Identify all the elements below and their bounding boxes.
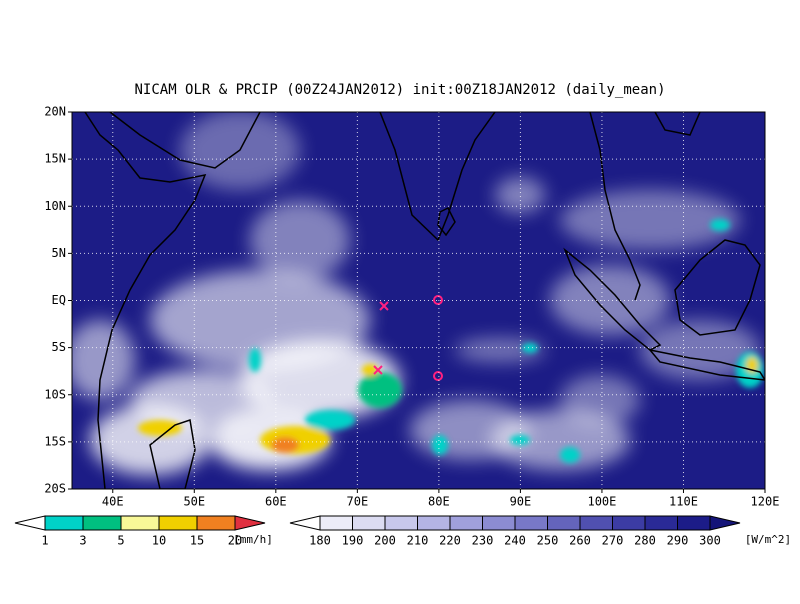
lat-label: 15S — [44, 434, 66, 448]
colorbar-box — [547, 515, 581, 531]
colorbar-box — [319, 515, 353, 531]
colorbar-box — [644, 515, 678, 531]
circle-marker — [433, 295, 443, 305]
colorbar-label: 200 — [374, 534, 396, 548]
colorbar-box — [120, 515, 160, 531]
lon-label: 40E — [102, 495, 124, 509]
colorbar-label: 3 — [79, 534, 86, 548]
lon-label: 100E — [587, 495, 616, 509]
lon-label: 120E — [751, 495, 780, 509]
precip-colorbar: 1 3 5 10 15 20[mm/h] — [14, 515, 273, 548]
lon-label: 80E — [428, 495, 450, 509]
lon-label: 110E — [669, 495, 698, 509]
colorbar-label: 15 — [190, 534, 204, 548]
colorbar-label: 270 — [602, 534, 624, 548]
colorbar-label: 260 — [569, 534, 591, 548]
colorbar-high — [709, 515, 741, 531]
lon-label: 60E — [265, 495, 287, 509]
colorbar-low — [289, 515, 321, 531]
lat-label: 10S — [44, 387, 66, 401]
map-field — [72, 112, 765, 489]
coastlines — [84, 112, 765, 489]
markers — [373, 295, 443, 381]
lon-label: 70E — [347, 495, 369, 509]
colorbar-box — [482, 515, 516, 531]
lon-label: 50E — [183, 495, 205, 509]
colorbar-label: 20 — [228, 534, 242, 548]
colorbar-label: 280 — [634, 534, 656, 548]
colorbar-label: 1 — [41, 534, 48, 548]
lat-label: 5S — [52, 340, 66, 354]
colorbar-unit: [W/m^2] — [745, 533, 791, 546]
axis-labels: 20N 15N 10N 5N EQ 5S 10S 15S 20S 40E 50E 60E 70E 80E 9… — [44, 105, 779, 509]
colorbar-label: 10 — [152, 534, 166, 548]
colorbar-box — [352, 515, 386, 531]
colorbar-box — [82, 515, 122, 531]
colorbar-box — [417, 515, 451, 531]
colorbar-label: 250 — [537, 534, 559, 548]
map-title: NICAM OLR & PRCIP (00Z24JAN2012) init:00… — [134, 82, 665, 98]
colorbar-box — [196, 515, 236, 531]
olr-colorbar: 180 190 200 210 220 230 240 250 260 270 280 290 300 [… — [289, 515, 791, 548]
colorbar-label: 300 — [699, 534, 721, 548]
colorbar-label: 5 — [117, 534, 124, 548]
colorbar-label: 190 — [342, 534, 364, 548]
grid — [72, 112, 765, 489]
lat-label: 15N — [44, 152, 66, 166]
colorbar-label: 210 — [407, 534, 429, 548]
colorbar-label: 240 — [504, 534, 526, 548]
colorbar-label: 230 — [472, 534, 494, 548]
colorbar-box — [677, 515, 711, 531]
colorbar-label: 180 — [309, 534, 331, 548]
colorbar-unit: [mm/h] — [233, 533, 273, 546]
cross-marker — [379, 301, 389, 311]
cross-marker — [373, 365, 383, 375]
colorbar-label: 290 — [667, 534, 689, 548]
colorbar-box — [158, 515, 198, 531]
lat-label: EQ — [52, 293, 66, 307]
colorbar-box — [44, 515, 84, 531]
colorbar-box — [612, 515, 646, 531]
lat-label: 10N — [44, 199, 66, 213]
colorbar-box — [514, 515, 548, 531]
colorbar-box — [449, 515, 483, 531]
colorbar-label: 220 — [439, 534, 461, 548]
colorbar-box — [384, 515, 418, 531]
lat-label: 20S — [44, 482, 66, 496]
lat-label: 20N — [44, 105, 66, 119]
lon-label: 90E — [510, 495, 532, 509]
lat-label: 5N — [52, 246, 66, 260]
colorbar-low — [14, 515, 46, 531]
circle-marker — [433, 371, 443, 381]
colorbar-high — [234, 515, 266, 531]
colorbar-box — [579, 515, 613, 531]
